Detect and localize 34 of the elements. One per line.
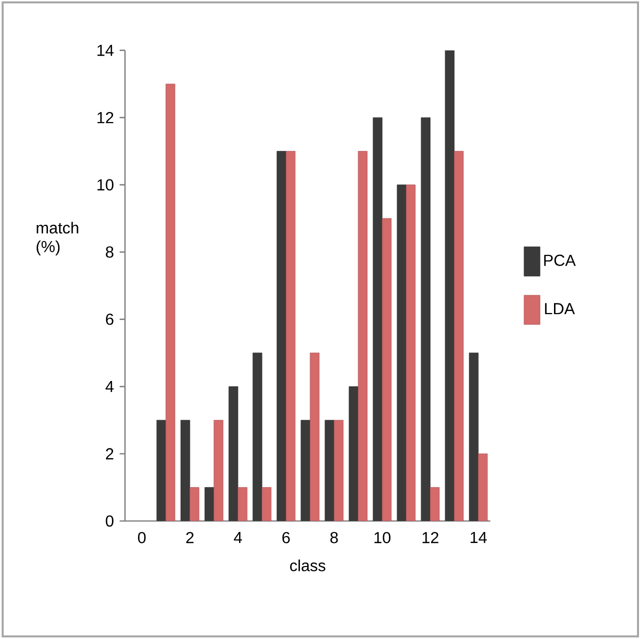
y-tick-label: 8 <box>106 246 114 258</box>
bar <box>382 218 392 521</box>
x-tick-label: 4 <box>234 532 242 543</box>
bar <box>238 487 248 521</box>
y-tick-label: 10 <box>97 179 114 190</box>
bar <box>214 420 224 521</box>
y-tick-label: 14 <box>97 44 114 56</box>
x-axis-title: class <box>290 560 326 572</box>
x-tick-label: 8 <box>330 532 338 544</box>
y-tick-label: 0 <box>106 515 114 527</box>
bar <box>310 352 320 521</box>
legend-label: LDA <box>545 303 575 314</box>
y-tick-label: 6 <box>106 314 114 325</box>
y-tick-label: 12 <box>97 112 114 124</box>
bar <box>454 150 464 521</box>
bar <box>262 487 272 521</box>
x-tick-label: 14 <box>470 532 487 543</box>
bar <box>286 150 296 521</box>
bar <box>334 420 344 521</box>
bar <box>430 487 440 521</box>
legend-label: PCA <box>544 254 576 266</box>
x-tick-label: 10 <box>374 532 390 544</box>
bar <box>358 150 368 521</box>
y-tick-label: 2 <box>106 448 114 460</box>
bar <box>406 184 416 521</box>
bar <box>166 84 176 521</box>
y-axis-title: match (%) <box>36 222 78 256</box>
y-tick-label: 4 <box>106 381 114 392</box>
bar <box>478 454 488 521</box>
bar <box>190 487 200 521</box>
x-tick-label: 12 <box>422 532 438 544</box>
x-tick-label: 0 <box>138 532 146 544</box>
x-tick-label: 2 <box>186 532 194 544</box>
x-tick-label: 6 <box>282 532 290 544</box>
